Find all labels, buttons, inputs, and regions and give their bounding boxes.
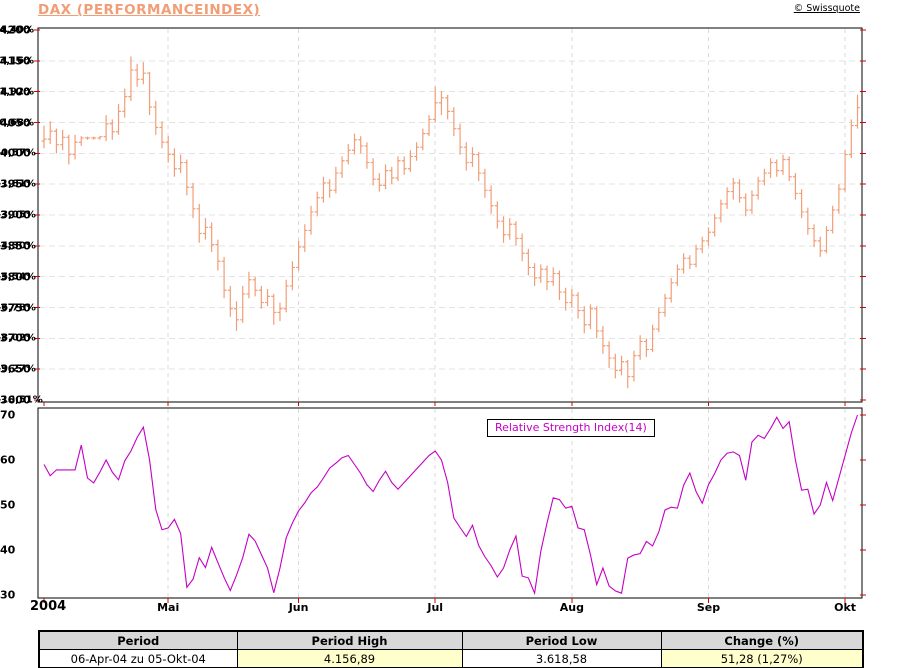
value-change: 51,28 (1,27%)	[660, 649, 864, 668]
table-value-row: 06-Apr-04 zu 05-Okt-04 4.156,89 3.618,58…	[38, 649, 864, 668]
value-period-high: 4.156,89	[236, 649, 463, 668]
value-period-low: 3.618,58	[461, 649, 662, 668]
rsi-axis-value-label: 40	[0, 543, 16, 557]
x-axis-month-label: Sep	[696, 601, 721, 614]
x-axis-month-label: Aug	[559, 601, 584, 614]
price-and-rsi-plot	[34, 27, 866, 603]
y-axis-value-label: 3600	[0, 393, 31, 407]
y-axis-percent-label: -0,57%	[0, 147, 36, 159]
rsi-axis-value-label: 60	[0, 453, 16, 467]
y-axis-value-label: 4100	[0, 85, 31, 99]
x-axis-month-label: Jul	[427, 601, 444, 614]
y-axis-percent-label: 4,40%	[0, 24, 34, 36]
y-axis-value-label: 4050	[0, 116, 31, 129]
header-period-high: Period High	[236, 630, 463, 650]
page-title: DAX (PERFORMANCEINDEX)	[38, 2, 261, 18]
value-period: 06-Apr-04 zu 05-Okt-04	[38, 649, 238, 668]
y-axis-percent-label: -4,30%	[0, 240, 36, 252]
x-axis-month-label: Mai	[157, 601, 180, 614]
x-axis-month-label: Jun	[288, 601, 309, 614]
x-axis-year-label: 2004	[30, 599, 67, 614]
y-axis-percent-label: 3,16%	[0, 55, 34, 67]
y-axis-value-label: 3700	[0, 331, 31, 345]
y-axis-percent-label: -1,81%	[0, 178, 36, 190]
y-axis-value-label: 3750	[0, 301, 31, 314]
y-axis-value-label: 3650	[0, 362, 31, 376]
table-header-row: Period Period High Period Low Change (%)	[38, 630, 864, 650]
y-axis-value-label: 4000	[0, 146, 31, 160]
summary-table: Period Period High Period Low Change (%)…	[38, 630, 864, 668]
y-axis-percent-label: -8,02%	[0, 332, 36, 344]
x-axis-month-label: Okt	[834, 601, 857, 614]
y-axis-percent-label: 1,92%	[0, 86, 34, 98]
y-axis-percent-label: -3,05%	[0, 209, 36, 221]
y-axis-value-label: 4200	[0, 23, 31, 37]
y-axis-value-label: 4150	[0, 54, 31, 68]
y-axis-percent-label: 0,68%	[0, 117, 34, 128]
y-axis-percent-label: -6,78%	[0, 302, 36, 313]
copyright-label: © Swissquote	[793, 3, 860, 14]
rsi-axis-value-label: 70	[0, 408, 16, 422]
y-axis-percent-label: -5,54%	[0, 271, 36, 283]
header-change: Change (%)	[660, 630, 864, 650]
header-period-low: Period Low	[461, 630, 662, 650]
rsi-axis-value-label: 50	[0, 498, 16, 512]
rsi-axis-value-label: 30	[0, 588, 16, 602]
y-axis-value-label: 3800	[0, 270, 31, 284]
y-axis-value-label: 3850	[0, 239, 31, 253]
y-axis-percent-label: -9,27%	[0, 363, 36, 375]
y-axis-percent-label: -10,51%	[0, 394, 43, 406]
y-axis-value-label: 3950	[0, 177, 31, 191]
rsi-legend: Relative Strength Index(14)	[487, 419, 655, 437]
header-period: Period	[38, 630, 238, 650]
y-axis-value-label: 3900	[0, 208, 31, 222]
